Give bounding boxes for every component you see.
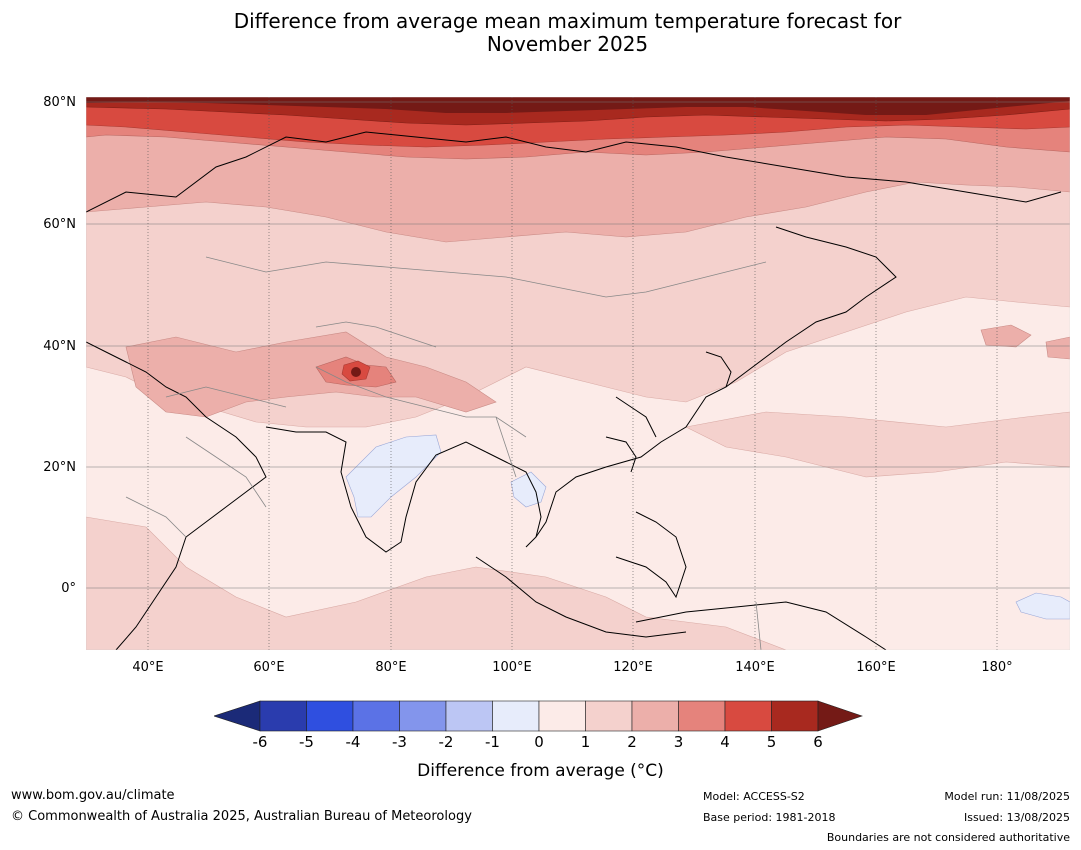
base-period: Base period: 1981-2018 bbox=[703, 811, 836, 824]
chart-title: Difference from average mean maximum tem… bbox=[0, 10, 1081, 56]
band-2-3-pacific-2 bbox=[1045, 336, 1070, 360]
band-6-plus bbox=[86, 97, 1070, 115]
lon-label-40e: 40°E bbox=[132, 660, 164, 675]
band-1-2-south bbox=[86, 516, 787, 650]
colorbar-tick-label: -2 bbox=[438, 733, 454, 751]
colorbar-cell bbox=[724, 700, 772, 732]
colorbar-tick-label: 5 bbox=[766, 733, 777, 751]
colorbar-tick-label: -1 bbox=[485, 733, 500, 751]
colorbar-cells bbox=[214, 700, 863, 732]
colorbar-extend-low bbox=[214, 700, 261, 732]
lat-label-equator: 0° bbox=[61, 581, 76, 596]
colorbar-tick-label: 0 bbox=[534, 733, 544, 751]
colorbar-extend-high bbox=[817, 700, 863, 732]
colorbar-cell bbox=[538, 700, 586, 732]
colorbar-cell bbox=[445, 700, 493, 732]
colorbar-tick-label: -6 bbox=[252, 733, 268, 751]
colorbar-tick-label: 4 bbox=[720, 733, 730, 751]
lon-label-60e: 60°E bbox=[253, 660, 285, 675]
anomaly-map bbox=[86, 97, 1070, 650]
website-link[interactable]: www.bom.gov.au/climate bbox=[11, 788, 175, 803]
lat-label-20n: 20°N bbox=[43, 460, 76, 475]
model-run-date: Model run: 11/08/2025 bbox=[944, 790, 1070, 803]
lon-label-160e: 160°E bbox=[856, 660, 896, 675]
colorbar-tick-label: -4 bbox=[345, 733, 361, 751]
boundaries-disclaimer: Boundaries are not considered authoritat… bbox=[826, 831, 1070, 844]
lon-label-180: 180° bbox=[981, 660, 1013, 675]
colorbar bbox=[214, 700, 863, 732]
parallels bbox=[86, 101, 1070, 589]
colorbar-cell bbox=[259, 700, 307, 732]
coastlines bbox=[86, 131, 1062, 650]
colorbar-cell bbox=[399, 700, 447, 732]
lon-label-140e: 140°E bbox=[735, 660, 775, 675]
colorbar-tick-label: -3 bbox=[392, 733, 407, 751]
colorbar-label: Difference from average (°C) bbox=[417, 761, 664, 781]
colorbar-tick-label: 1 bbox=[580, 733, 591, 751]
colorbar-cell bbox=[631, 700, 679, 732]
colorbar-tick-label: 6 bbox=[813, 733, 823, 751]
pacific-cool-anomaly bbox=[1015, 592, 1070, 620]
lat-label-60n: 60°N bbox=[43, 217, 76, 232]
tibet-hotspot bbox=[351, 367, 361, 377]
lon-label-80e: 80°E bbox=[375, 660, 407, 675]
band-2-3-pacific bbox=[980, 324, 1032, 348]
colorbar-cell bbox=[492, 700, 540, 732]
model-name: Model: ACCESS-S2 bbox=[703, 790, 805, 803]
colorbar-tick-label: 2 bbox=[627, 733, 637, 751]
colorbar-tick-label: -5 bbox=[299, 733, 314, 751]
lon-label-120e: 120°E bbox=[613, 660, 653, 675]
country-boundaries bbox=[125, 256, 767, 650]
colorbar-cell bbox=[306, 700, 354, 732]
india-cool-anomaly bbox=[345, 434, 442, 518]
colorbar-cell bbox=[585, 700, 633, 732]
colorbar-tick-label: 3 bbox=[673, 733, 684, 751]
colorbar-cell bbox=[678, 700, 726, 732]
title-line-2: November 2025 bbox=[486, 32, 649, 56]
colorbar-cell bbox=[352, 700, 400, 732]
title-line-1: Difference from average mean maximum tem… bbox=[233, 9, 902, 33]
copyright-text: © Commonwealth of Australia 2025, Austra… bbox=[11, 809, 472, 824]
lat-label-80n: 80°N bbox=[43, 95, 76, 110]
lat-label-40n: 40°N bbox=[43, 339, 76, 354]
lon-label-100e: 100°E bbox=[492, 660, 532, 675]
colorbar-cell bbox=[771, 700, 819, 732]
band-1-2-east-patch bbox=[685, 411, 1070, 478]
issued-date: Issued: 13/08/2025 bbox=[963, 811, 1070, 824]
